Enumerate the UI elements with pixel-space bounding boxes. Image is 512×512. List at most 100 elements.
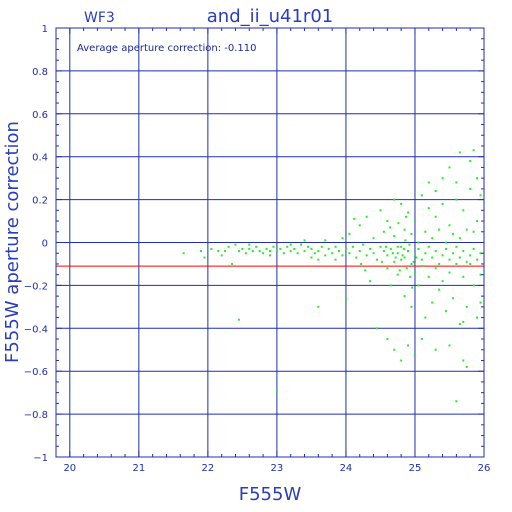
data-point — [445, 310, 448, 313]
data-point — [427, 275, 430, 278]
data-point — [431, 237, 434, 240]
data-point — [382, 230, 385, 233]
data-point — [413, 220, 416, 223]
data-point — [386, 220, 389, 223]
data-point — [434, 267, 437, 270]
data-point — [393, 198, 396, 201]
data-point — [401, 254, 404, 257]
data-point — [317, 305, 320, 308]
data-point — [382, 250, 385, 253]
x-tick-label: 21 — [132, 463, 145, 474]
data-point — [441, 254, 444, 257]
data-point — [358, 224, 361, 227]
data-point — [417, 247, 420, 250]
data-point — [455, 181, 458, 184]
data-point — [386, 338, 389, 341]
data-point — [472, 247, 475, 250]
data-point — [393, 260, 396, 263]
data-point — [203, 256, 206, 259]
y-tick-label: −0.2 — [24, 281, 48, 292]
data-point — [455, 400, 458, 403]
data-point — [379, 209, 382, 212]
data-point — [445, 247, 448, 250]
data-point — [398, 269, 401, 272]
data-point — [427, 207, 430, 210]
data-point — [351, 245, 354, 248]
data-point — [251, 250, 254, 253]
data-point — [400, 359, 403, 362]
data-point — [410, 232, 413, 235]
data-point — [451, 297, 454, 300]
data-point — [334, 258, 337, 261]
data-point — [476, 258, 479, 261]
data-point — [379, 245, 382, 248]
data-point — [224, 250, 227, 253]
data-point — [317, 250, 320, 253]
data-point — [317, 258, 320, 261]
data-point — [217, 250, 220, 253]
data-point — [465, 365, 468, 368]
y-tick-label: 1 — [42, 24, 48, 35]
data-point — [386, 267, 389, 270]
data-point — [341, 254, 344, 257]
data-point — [412, 260, 415, 263]
data-point — [391, 252, 394, 255]
data-point — [303, 239, 306, 242]
data-point — [234, 243, 237, 246]
data-point — [427, 245, 430, 248]
data-point — [438, 288, 441, 291]
data-point — [407, 250, 410, 253]
y-tick-label: 0.6 — [32, 110, 48, 121]
data-point — [455, 262, 458, 265]
data-point — [420, 258, 423, 261]
data-point — [310, 256, 313, 259]
data-point — [402, 247, 405, 250]
data-point — [255, 245, 258, 248]
data-point — [289, 250, 292, 253]
data-point — [479, 194, 482, 197]
data-point — [262, 252, 265, 255]
data-point — [310, 247, 313, 250]
data-point — [355, 256, 358, 259]
data-points — [182, 149, 482, 403]
data-point — [210, 247, 213, 250]
y-tick-label: −0.4 — [24, 324, 48, 335]
data-point — [472, 284, 475, 287]
data-point — [407, 211, 410, 214]
data-point — [441, 177, 444, 180]
data-point — [465, 228, 468, 231]
data-point — [420, 194, 423, 197]
data-point — [424, 252, 427, 255]
data-point — [306, 245, 309, 248]
data-point — [364, 269, 367, 272]
data-point — [344, 297, 347, 300]
data-point — [458, 256, 461, 259]
data-point — [344, 247, 347, 250]
data-point — [438, 228, 441, 231]
data-point — [462, 275, 465, 278]
data-point — [313, 252, 316, 255]
data-point — [275, 250, 278, 253]
data-point — [479, 252, 482, 255]
data-point — [389, 247, 392, 250]
data-point — [411, 286, 414, 289]
data-point — [241, 247, 244, 250]
data-point — [404, 215, 407, 218]
y-tick-label: −0.8 — [24, 410, 48, 421]
x-tick-label: 23 — [271, 463, 284, 474]
data-point — [320, 245, 323, 248]
data-point — [362, 243, 365, 246]
data-point — [424, 230, 427, 233]
data-point — [231, 262, 234, 265]
data-point — [424, 316, 427, 319]
data-point — [438, 262, 441, 265]
data-point — [376, 327, 378, 330]
data-point — [372, 237, 375, 240]
y-tick-label: 0.8 — [32, 67, 48, 78]
annotation-text: Average aperture correction: -0.110 — [77, 43, 257, 54]
data-point — [420, 265, 423, 268]
data-point — [469, 262, 472, 265]
data-point — [434, 250, 437, 253]
data-point — [462, 209, 465, 212]
data-point — [413, 271, 416, 274]
